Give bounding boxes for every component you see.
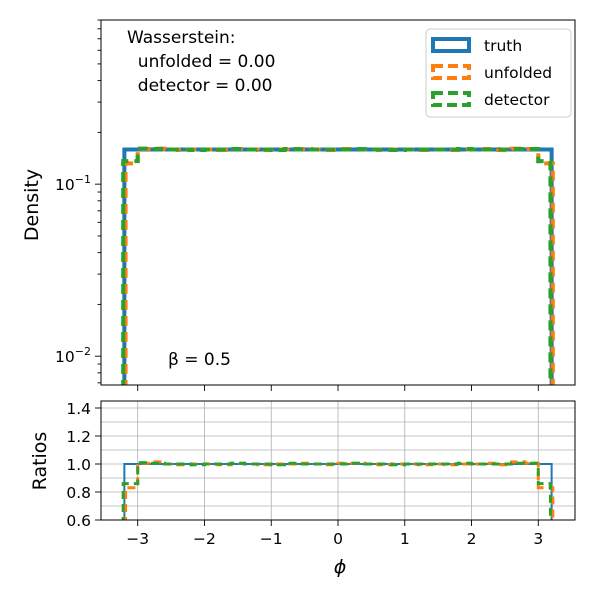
ratio-y-tick-label: 1.2 (66, 428, 91, 446)
ratio-y-tick-label: 0.8 (66, 484, 91, 502)
ratio-x-tick-label: −3 (126, 530, 149, 548)
legend-swatch-detector (431, 91, 471, 107)
ratio-x-tick-label: −2 (193, 530, 216, 548)
ratio-panel: 0.6 0.8 1.0 1.2 1.4 −3 −2 −1 0 1 2 3 Ratios ϕ (29, 400, 576, 578)
legend-label-unfolded: unfolded (484, 64, 552, 82)
wasserstein-annotation: Wasserstein: unfolded = 0.00 detector = … (127, 28, 275, 96)
ratio-series-detector (121, 461, 552, 520)
main-series-detector (121, 146, 553, 385)
wasserstein-line: Wasserstein: (127, 28, 236, 48)
ratio-y-tick-label: 1.0 (66, 456, 91, 474)
ratio-x-tick-label: −1 (260, 530, 283, 548)
wasserstein-line: unfolded = 0.00 (127, 52, 275, 72)
legend-swatch-unfolded (431, 64, 471, 80)
legend: truth unfolded detector (425, 28, 572, 118)
main-y-tick-label: 10−1 (55, 173, 91, 194)
main-x-ticks (137, 385, 539, 391)
ratio-x-tick-label: 1 (400, 530, 410, 548)
main-y-axis-label: Density (21, 169, 43, 241)
ratio-series-group (121, 460, 555, 520)
beta-annotation: β = 0.5 (168, 350, 231, 370)
ratio-grid (101, 401, 575, 521)
ratio-y-tick-label: 1.4 (66, 400, 91, 418)
ratio-x-tick-label: 3 (533, 530, 543, 548)
legend-label-detector: detector (484, 91, 550, 109)
ratio-x-ticks: −3 −2 −1 0 1 2 3 (126, 520, 543, 548)
ratio-series-unfolded (124, 460, 555, 520)
ratio-x-tick-label: 0 (333, 530, 343, 548)
ratio-y-tick-label: 0.6 (66, 512, 91, 530)
wasserstein-line: detector = 0.00 (127, 76, 273, 96)
ratio-x-tick-label: 2 (467, 530, 477, 548)
main-series-group (121, 146, 555, 385)
ratio-y-axis-label: Ratios (29, 432, 51, 491)
x-axis-label: ϕ (334, 556, 347, 578)
main-panel: 10−2 10−1 Density Wasserstein: unfolded =… (21, 19, 576, 391)
ratio-y-ticks: 0.6 0.8 1.0 1.2 1.4 (66, 400, 101, 530)
main-y-tick-label: 10−2 (55, 345, 91, 366)
main-y-ticks: 10−2 10−1 (55, 19, 101, 384)
legend-swatch-truth (431, 37, 471, 53)
legend-label-truth: truth (484, 37, 522, 55)
